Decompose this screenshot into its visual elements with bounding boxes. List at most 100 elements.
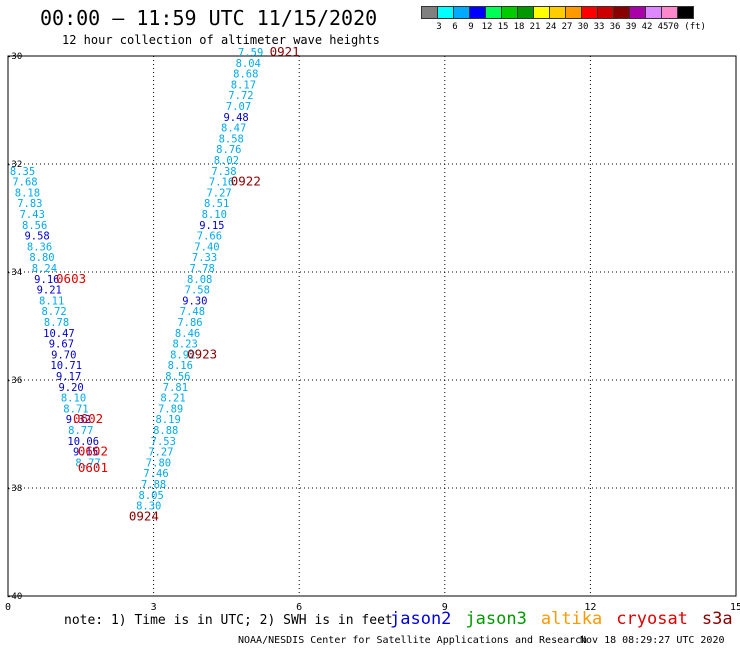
wave-height-label: 8.68 bbox=[233, 69, 258, 81]
wave-height-label: 7.83 bbox=[17, 198, 42, 210]
wave-height-label: 7.88 bbox=[141, 479, 166, 491]
legend-tick-label: 27 bbox=[561, 22, 573, 32]
satellite-legend: jason2 jason3 altika cryosat s3a bbox=[390, 609, 740, 629]
satellite-label-jason2: jason2 bbox=[390, 609, 452, 629]
wave-height-label: 9.48 bbox=[223, 112, 248, 124]
legend-tick-label: 45 bbox=[657, 22, 669, 32]
footer-note: note: 1) Time is in UTC; 2) SWH is in fe… bbox=[64, 613, 393, 628]
pass-id-label: 0922 bbox=[231, 174, 261, 189]
wave-height-label: 7.80 bbox=[146, 457, 171, 469]
wave-height-label: 9.32 bbox=[66, 414, 91, 426]
y-tick-label: -32 bbox=[6, 160, 22, 170]
wave-height-label: 8.10 bbox=[202, 209, 227, 221]
wave-height-label: 8.51 bbox=[204, 198, 229, 210]
y-tick-label: -30 bbox=[6, 52, 22, 62]
satellite-label-altika: altika bbox=[540, 609, 603, 629]
wave-height-label: 8.77 bbox=[75, 457, 100, 469]
legend-tick-label: 42 bbox=[641, 22, 653, 32]
legend-swatch bbox=[677, 6, 694, 19]
wave-height-label: 8.35 bbox=[10, 166, 35, 178]
legend-tick-label: 6 bbox=[452, 22, 458, 32]
pass-id-label: 0601 bbox=[78, 460, 108, 475]
wave-height-label: 8.76 bbox=[216, 144, 241, 156]
wave-height-label: 7.33 bbox=[192, 252, 217, 264]
legend-tick-label: 21 bbox=[529, 22, 541, 32]
color-scale-legend bbox=[421, 6, 694, 19]
wave-height-label: 9.17 bbox=[56, 371, 81, 383]
color-scale-labels: 3 6 9 12 15 18 21 24 27 30 33 36 39 42 45 70 (ft) bbox=[421, 22, 740, 34]
wave-height-label: 9.16 bbox=[34, 274, 59, 286]
chart-title: 00:00 – 11:59 UTC 11/15/2020 bbox=[40, 6, 378, 30]
pass-id-label: 0603 bbox=[56, 271, 86, 286]
wave-height-label: 10.47 bbox=[43, 328, 75, 340]
wave-height-label: 8.72 bbox=[41, 306, 66, 318]
pass-id-label: 0602 bbox=[73, 411, 103, 426]
wave-height-label: 8.77 bbox=[68, 425, 93, 437]
wave-height-label: 8.78 bbox=[44, 317, 69, 329]
wave-height-label: 7.38 bbox=[211, 166, 236, 178]
x-tick-label: 12 bbox=[584, 602, 596, 613]
satellite-label-s3a: s3a bbox=[701, 609, 733, 629]
wave-height-label: 7.81 bbox=[163, 382, 188, 394]
wave-height-label: 8.21 bbox=[160, 393, 185, 405]
wave-height-label: 7.72 bbox=[228, 90, 253, 102]
legend-tick-label: 3 bbox=[436, 22, 442, 32]
x-tick-label: 15 bbox=[730, 602, 740, 613]
x-tick-label: 3 bbox=[151, 602, 157, 613]
wave-height-label: 8.23 bbox=[172, 339, 197, 351]
wave-height-label: 8.46 bbox=[175, 328, 200, 340]
wave-height-label: 9.70 bbox=[51, 349, 76, 361]
wave-height-label: 8.02 bbox=[214, 155, 239, 167]
wave-height-label: 8.08 bbox=[187, 274, 212, 286]
wave-height-label: 7.86 bbox=[177, 317, 202, 329]
wave-height-label: 8.58 bbox=[219, 133, 244, 145]
wave-height-label: 8.05 bbox=[139, 490, 164, 502]
wave-height-label: 7.78 bbox=[189, 263, 214, 275]
credit-text: NOAA/NESDIS Center for Satellite Applica… bbox=[238, 635, 588, 646]
pass-id-label: 0602 bbox=[78, 444, 108, 459]
wave-height-label: 8.80 bbox=[29, 252, 54, 264]
wave-height-label: 8.36 bbox=[27, 241, 52, 253]
wave-height-label: 8.16 bbox=[168, 360, 193, 372]
wave-height-label: 7.68 bbox=[12, 177, 37, 189]
y-tick-label: -38 bbox=[6, 484, 22, 494]
wave-height-label: 9.67 bbox=[49, 339, 74, 351]
generated-timestamp: Nov 18 08:29:27 UTC 2020 bbox=[580, 635, 725, 646]
wave-height-label: 9.21 bbox=[37, 285, 62, 297]
legend-tick-label: 12 bbox=[481, 22, 493, 32]
satellite-label-jason3: jason3 bbox=[465, 609, 527, 629]
x-tick-label: 6 bbox=[296, 602, 302, 613]
wave-height-label: 10.06 bbox=[67, 436, 99, 448]
wave-height-label: 7.16 bbox=[209, 177, 234, 189]
pass-id-label: 0923 bbox=[187, 346, 217, 361]
pass-id-label: 0924 bbox=[129, 508, 159, 523]
wave-height-label: 8.88 bbox=[153, 425, 178, 437]
wave-height-label: 8.56 bbox=[22, 220, 47, 232]
wave-height-label: 7.40 bbox=[194, 241, 219, 253]
plot-frame bbox=[7, 55, 737, 597]
wave-height-label: 8.71 bbox=[63, 403, 88, 415]
x-tick-label: 0 bbox=[5, 602, 11, 613]
wave-height-label: 9.58 bbox=[24, 231, 49, 243]
wave-height-label: 9.30 bbox=[182, 295, 207, 307]
wave-height-label: 9.15 bbox=[199, 220, 224, 232]
y-tick-label: -34 bbox=[6, 268, 22, 278]
wave-height-label: 8.04 bbox=[236, 58, 261, 70]
legend-tick-label: 15 bbox=[497, 22, 509, 32]
wave-height-label: 8.11 bbox=[39, 295, 64, 307]
wave-height-label: 9.20 bbox=[58, 382, 83, 394]
wave-height-label: 7.48 bbox=[180, 306, 205, 318]
wave-height-label: 8.30 bbox=[136, 501, 161, 513]
wave-height-label: 8.56 bbox=[165, 371, 190, 383]
wave-height-label: 7.46 bbox=[143, 468, 168, 480]
legend-tick-label: 24 bbox=[545, 22, 557, 32]
legend-tick-label: 18 bbox=[513, 22, 525, 32]
legend-tick-label: 70 (ft) bbox=[668, 22, 706, 32]
wave-height-label: 8.10 bbox=[61, 393, 86, 405]
wave-height-label: 8.92 bbox=[170, 349, 195, 361]
pass-id-label: 0921 bbox=[270, 44, 300, 59]
legend-tick-label: 33 bbox=[593, 22, 605, 32]
wave-height-label: 8.47 bbox=[221, 123, 246, 135]
wave-height-label: 7.27 bbox=[206, 187, 231, 199]
